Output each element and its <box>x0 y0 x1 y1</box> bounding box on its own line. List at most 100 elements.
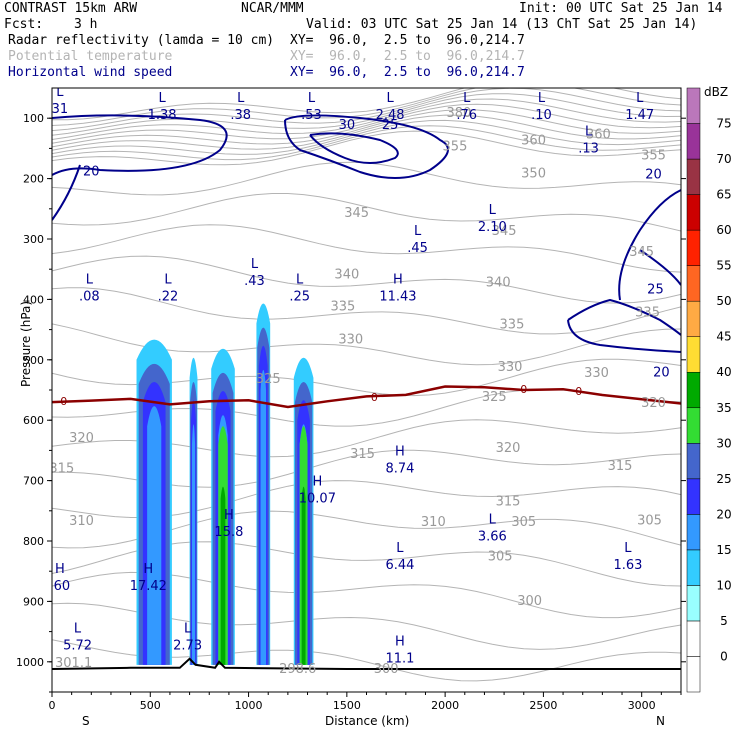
extremum-value-label: .10 <box>531 108 552 123</box>
extremum-type-label: H <box>395 444 405 459</box>
x-tick-label: 1000 <box>235 699 263 712</box>
theta-contour-label: 325 <box>256 372 281 387</box>
extremum-type-label: L <box>386 91 394 106</box>
wind-contours: 20 30 25 20 25 20 <box>52 114 681 381</box>
extremum-type-label: L <box>56 85 64 100</box>
colorbar-swatch <box>686 478 701 515</box>
theta-contour-label: 315 <box>608 459 633 474</box>
colorbar-level-label: 75 <box>716 117 731 131</box>
theta-contour-label: 298.6 <box>279 662 316 677</box>
extremum-value-label: 31 <box>52 102 69 117</box>
wind-contour-line <box>52 164 81 221</box>
extremum-type-label: L <box>164 272 172 287</box>
extremum-value-label: .08 <box>79 289 100 304</box>
extremum-type-label: L <box>463 91 471 106</box>
theta-contour-line <box>52 114 681 151</box>
colorbar-level-label: 25 <box>716 472 731 486</box>
extremum-value-label: .22 <box>158 289 179 304</box>
colorbar-level-label: 50 <box>716 294 731 308</box>
extremum-value-label: .13 <box>578 141 599 156</box>
x-tick-label: 500 <box>140 699 161 712</box>
theta-contour-label: 360 <box>521 133 546 148</box>
colorbar-level-label: 20 <box>716 507 731 521</box>
wind-contour-line <box>567 319 681 353</box>
theta-contour-label: 320 <box>641 396 666 411</box>
theta-contour-label: 315 <box>496 495 521 510</box>
reflectivity-cell <box>211 348 235 665</box>
extremum-type-label: L <box>414 224 422 239</box>
extremum-value-label: 2.73 <box>173 638 202 653</box>
reflectivity-cell <box>136 339 172 665</box>
wind-contour-line <box>567 298 681 336</box>
field-theta-name: Potential temperature <box>8 49 173 64</box>
theta-contour-line <box>52 193 681 232</box>
valid-time: Valid: 03 UTC Sat 25 Jan 14 (13 ChT Sat … <box>306 17 698 32</box>
extremum-type-label: L <box>538 91 546 106</box>
colorbar-level-label: 40 <box>716 365 731 379</box>
extremum-value-label: .25 <box>289 289 310 304</box>
colorbar-swatch <box>686 123 701 160</box>
theta-contour-label: 320 <box>69 431 94 446</box>
extremum-value-label: 1.47 <box>625 108 654 123</box>
extremum-type-label: L <box>86 272 94 287</box>
freezing-level-label: 0 <box>371 391 378 404</box>
organization: NCAR/MMM <box>241 1 304 16</box>
colorbar-level-label: 5 <box>720 614 728 628</box>
theta-contour-line <box>52 103 681 144</box>
colorbar-swatch <box>686 158 701 195</box>
init-time: Init: 00 UTC Sat 25 Jan 14 <box>519 1 723 16</box>
reflectivity-cell <box>256 303 271 665</box>
y-tick-label: 1000 <box>16 656 44 669</box>
reflectivity-cell <box>293 357 314 665</box>
theta-contour-label: 310 <box>421 515 446 530</box>
forecast-label: Fcst: <box>4 17 44 32</box>
colorbar-swatch <box>686 407 701 444</box>
colorbar-level-label: 35 <box>716 401 731 415</box>
x-tick-label: 1500 <box>333 699 361 712</box>
theta-contour-line <box>52 224 681 273</box>
colorbar-level-label: 55 <box>716 259 731 273</box>
extremum-type-label: H <box>224 508 234 523</box>
colorbar-swatch <box>686 194 701 231</box>
theta-contour-label: 325 <box>482 390 507 405</box>
theta-contour-label: 335 <box>635 305 660 320</box>
theta-contour-label: 345 <box>492 224 517 239</box>
colorbar-level-label: 70 <box>716 152 731 166</box>
x-axis-label: Distance (km) <box>325 714 409 728</box>
extremum-type-label: L <box>296 272 304 287</box>
extremum-value-label: 3.66 <box>478 530 507 545</box>
field-reflectivity-name: Radar reflectivity (lamda = 10 cm) <box>8 33 275 48</box>
colorbar-unit: dBZ <box>704 85 728 99</box>
field-wind-xy: XY= 96.0, 2.5 to 96.0,214.7 <box>290 65 525 80</box>
y-tick-label: 200 <box>23 173 44 186</box>
wind-contour-label: 20 <box>645 168 662 183</box>
extremum-type-label: L <box>308 91 316 106</box>
theta-contour-line <box>52 88 681 121</box>
freezing-level-label: 0 <box>60 395 67 408</box>
extremum-value-label: 15.8 <box>214 525 243 540</box>
extremum-type-label: L <box>396 541 404 556</box>
x-tick-label: 0 <box>49 699 56 712</box>
theta-contour-label: 305 <box>637 513 662 528</box>
extremum-value-label: 11.43 <box>379 289 416 304</box>
theta-contour-line <box>52 109 681 148</box>
colorbar-swatch <box>686 229 701 266</box>
theta-contour-label: 301.1 <box>55 656 92 671</box>
freezing-level-line <box>52 385 681 409</box>
extremum-value-label: .76 <box>456 108 477 123</box>
wind-contour-line <box>618 189 681 301</box>
reflectivity-cell <box>189 357 198 665</box>
endpoint-right: N <box>656 714 665 728</box>
theta-contour-label: 355 <box>641 148 666 163</box>
x-tick-label: 2500 <box>529 699 557 712</box>
extremum-value-label: 8.74 <box>385 461 414 476</box>
extremum-value-label: .60 <box>50 579 71 594</box>
terrain-line <box>52 657 681 670</box>
colorbar-swatch <box>686 620 701 657</box>
colorbar-level-label: 10 <box>716 578 731 592</box>
y-tick-label: 100 <box>23 112 44 125</box>
theta-contour-label: 340 <box>486 275 511 290</box>
freezing-level: 0 0 0 0 <box>52 383 681 409</box>
colorbar-level-label: 0 <box>720 649 728 663</box>
model-title: CONTRAST 15km ARW <box>4 1 138 16</box>
